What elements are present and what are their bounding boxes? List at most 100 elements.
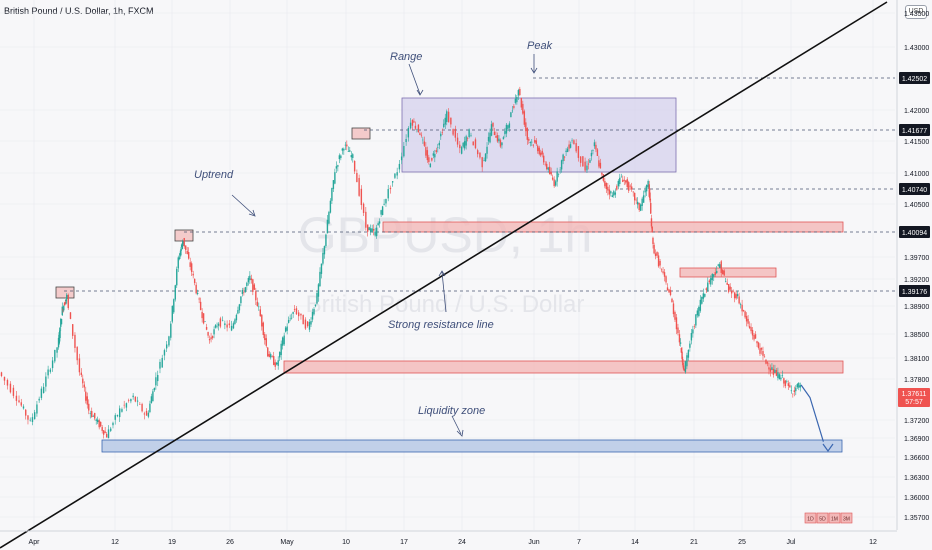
candle-body	[540, 152, 542, 156]
candle-body	[796, 384, 798, 388]
candle-body	[88, 403, 90, 411]
candle-body	[18, 400, 20, 403]
trend-line[interactable]	[0, 1, 888, 549]
candle-body	[22, 406, 25, 409]
x-axis[interactable]: Apr 12 19 26 May 10 17 24 Jun 7 14 21 25 Jul 12	[29, 539, 877, 546]
candle-body	[246, 282, 248, 287]
candle-body	[617, 180, 619, 187]
resistance-zone-lower[interactable]	[283, 360, 844, 374]
candle-body	[147, 412, 150, 417]
candle-body	[582, 156, 584, 167]
candle-body	[650, 218, 653, 227]
candle-body	[535, 140, 537, 145]
candle-body	[587, 163, 590, 165]
candle-body	[217, 323, 220, 326]
candle-body	[249, 275, 251, 281]
high-marker-3[interactable]	[351, 127, 371, 140]
timeframe-badge	[804, 512, 817, 524]
candle-body	[787, 383, 790, 386]
candle-body	[565, 150, 567, 152]
candle-body	[489, 132, 491, 143]
candle-body	[707, 282, 709, 291]
y-axis[interactable]: 1.43500 1.43000 1.42000 1.41500 1.41000 1.405…	[904, 11, 929, 522]
candle-body	[385, 198, 387, 204]
timeframe-toolbar[interactable]: 1D 5D 1M 3M	[804, 512, 853, 524]
candle-body	[690, 332, 693, 341]
level-badge	[899, 285, 930, 297]
candle-body	[139, 404, 141, 405]
candle-body	[228, 323, 231, 326]
candle-body	[602, 174, 605, 181]
level-badge-label: 1.39176	[902, 289, 927, 296]
high-marker-1[interactable]	[55, 286, 75, 299]
x-tick-label: 25	[738, 539, 746, 546]
candle-body	[9, 383, 12, 393]
candle-body	[762, 351, 764, 356]
timeframe-badge-label: 3M	[843, 517, 850, 523]
projection-arrow[interactable]	[800, 384, 824, 442]
candle-body	[771, 367, 773, 370]
candle-body	[465, 136, 467, 146]
candle-body	[181, 243, 184, 250]
candle-body	[219, 318, 222, 327]
candle-body	[224, 323, 226, 326]
currency-badge[interactable]: USD	[905, 5, 927, 19]
candle-body	[337, 165, 339, 167]
level-badge-label: 1.40740	[902, 187, 927, 194]
candle-body	[304, 319, 307, 329]
candle-body	[186, 250, 188, 255]
candle-body	[443, 123, 445, 128]
candle-body	[429, 163, 432, 168]
candle-body	[201, 311, 203, 319]
candle-body	[102, 430, 105, 435]
candle-body	[739, 304, 742, 305]
candle-body	[575, 143, 577, 152]
candle-body	[652, 237, 654, 244]
candle-body	[671, 298, 673, 303]
candle-body	[155, 377, 157, 386]
candle-body	[196, 292, 199, 294]
resistance-zone-upper[interactable]	[382, 221, 844, 233]
candle-body	[319, 271, 321, 287]
candle-body	[730, 291, 733, 294]
candle-body	[759, 348, 761, 354]
y-tick-label: 1.38900	[904, 304, 929, 311]
candle-body	[63, 306, 65, 311]
candle-body	[267, 347, 269, 357]
candle-body	[531, 141, 533, 143]
liquidity-zone[interactable]	[101, 439, 843, 453]
candle-body	[452, 129, 454, 135]
range-box[interactable]	[401, 97, 677, 173]
candle-body	[698, 307, 700, 317]
candle-body	[283, 335, 285, 345]
candle-body	[636, 201, 639, 205]
timeframe-badge-label: 1D	[807, 517, 814, 523]
x-tick-label: 17	[400, 539, 408, 546]
candle-body	[391, 181, 394, 183]
watermark-symbol: GBPUSD, 1h	[298, 207, 593, 263]
candle-body	[153, 387, 156, 391]
candle-body	[221, 320, 224, 321]
candle-body	[446, 111, 448, 122]
candle-body	[648, 184, 650, 197]
candle-body	[692, 329, 694, 334]
candle-body	[563, 156, 566, 158]
candle-body	[407, 128, 410, 138]
candle-body	[49, 369, 52, 372]
candle-body	[170, 323, 172, 338]
y-tick-label: 1.36600	[904, 455, 929, 462]
candle-body	[208, 339, 211, 341]
candle-body	[149, 403, 151, 413]
candle-body	[202, 313, 205, 324]
candle-body	[256, 301, 259, 307]
candle-body	[505, 124, 508, 134]
candle-body	[371, 228, 373, 232]
resistance-zone-small[interactable]	[679, 267, 777, 278]
candle-body	[619, 177, 621, 185]
candle-body	[150, 396, 153, 404]
candle-body	[177, 257, 179, 269]
candle-body	[310, 321, 312, 325]
candle-body	[250, 278, 253, 281]
candle-body	[704, 294, 706, 297]
